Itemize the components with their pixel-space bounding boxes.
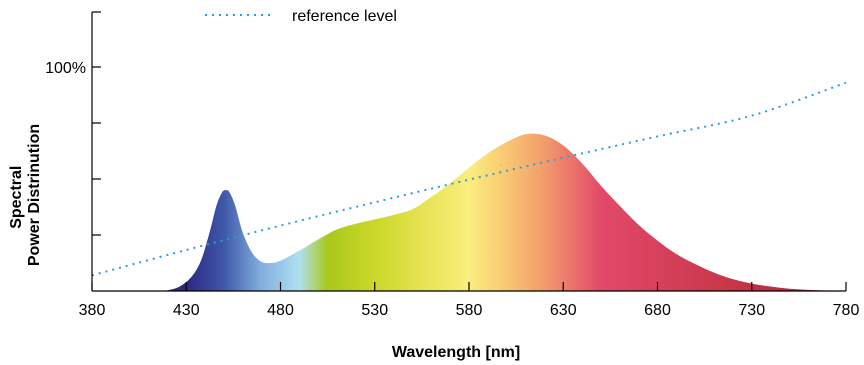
x-tick-label: 580 [456, 302, 483, 319]
x-tick-label: 680 [644, 302, 671, 319]
y-tick-label: 100% [45, 60, 86, 77]
x-tick-label: 480 [267, 302, 294, 319]
y-axis-title-line-2: Power Distrinution [26, 124, 43, 266]
x-tick-label: 380 [79, 302, 106, 319]
x-tick-label: 530 [361, 302, 388, 319]
x-tick-label: 630 [550, 302, 577, 319]
y-axis-title-line-1: Spectral [8, 166, 25, 229]
x-tick-label: 730 [738, 302, 765, 319]
x-axis-title: Wavelength [nm] [392, 344, 520, 361]
x-tick-label: 780 [833, 302, 860, 319]
y-axis-title: Spectral Power Distrinution [8, 124, 43, 266]
legend-label: reference level [292, 8, 397, 25]
x-tick-label: 430 [173, 302, 200, 319]
reference-level-line [91, 81, 847, 277]
spectrum-area [92, 133, 846, 292]
